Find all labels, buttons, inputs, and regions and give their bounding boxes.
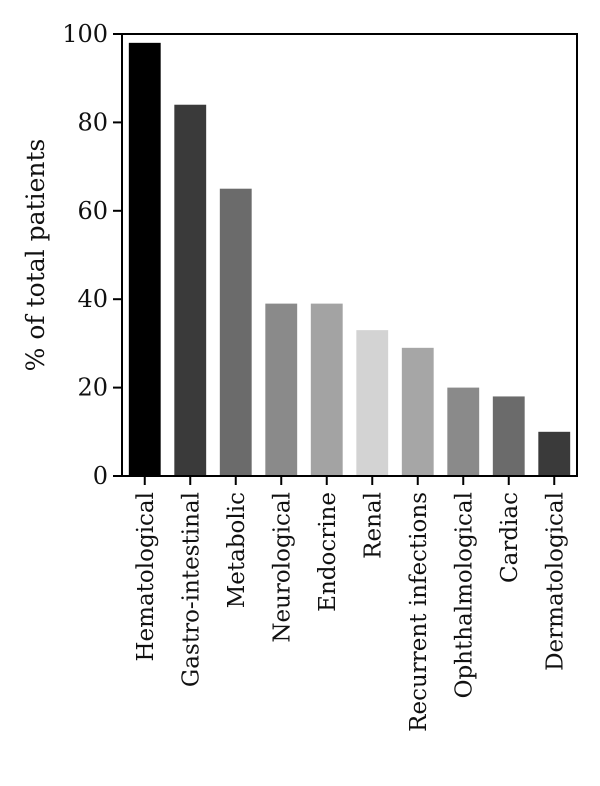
y-tick-label: 80: [77, 108, 108, 136]
x-category-label: Neurological: [269, 492, 295, 643]
x-category-label: Ophthalmological: [451, 492, 477, 698]
bar-dermatological: [538, 431, 571, 476]
x-category-label: Gastro-intestinal: [178, 492, 204, 687]
bar-metabolic: [219, 188, 252, 476]
y-tick-label: 20: [77, 374, 108, 402]
bars: [128, 42, 571, 477]
x-category-label: Hematological: [133, 492, 159, 662]
bar-recurrent-infections: [401, 347, 434, 476]
x-category-label: Endocrine: [315, 492, 341, 612]
x-category-label: Cardiac: [497, 492, 523, 583]
plot-frame: [121, 33, 578, 477]
y-tick-label: 100: [62, 20, 108, 48]
x-category-label: Recurrent infections: [406, 492, 432, 732]
x-category-label: Renal: [360, 492, 386, 559]
bar-ophthalmological: [447, 387, 480, 476]
bar-renal: [356, 330, 389, 476]
bar-neurological: [265, 303, 298, 476]
bar-cardiac: [492, 396, 525, 476]
y-axis-title: % of total patients: [21, 139, 50, 372]
y-tick-label: 0: [93, 462, 108, 490]
x-category-label: Metabolic: [224, 492, 250, 608]
bar-hematological: [128, 42, 161, 477]
y-tick-label: 60: [77, 197, 108, 225]
bar-endocrine: [310, 303, 343, 476]
y-tick-label: 40: [77, 285, 108, 313]
x-category-label: Dermatological: [542, 492, 568, 671]
category-labels: Hematological Gastro-intestinal Metabolic N…: [133, 476, 568, 732]
bar-gastro-intestinal: [174, 104, 207, 476]
y-axis-ticks: 0 20 40 60 80 100: [62, 20, 122, 490]
